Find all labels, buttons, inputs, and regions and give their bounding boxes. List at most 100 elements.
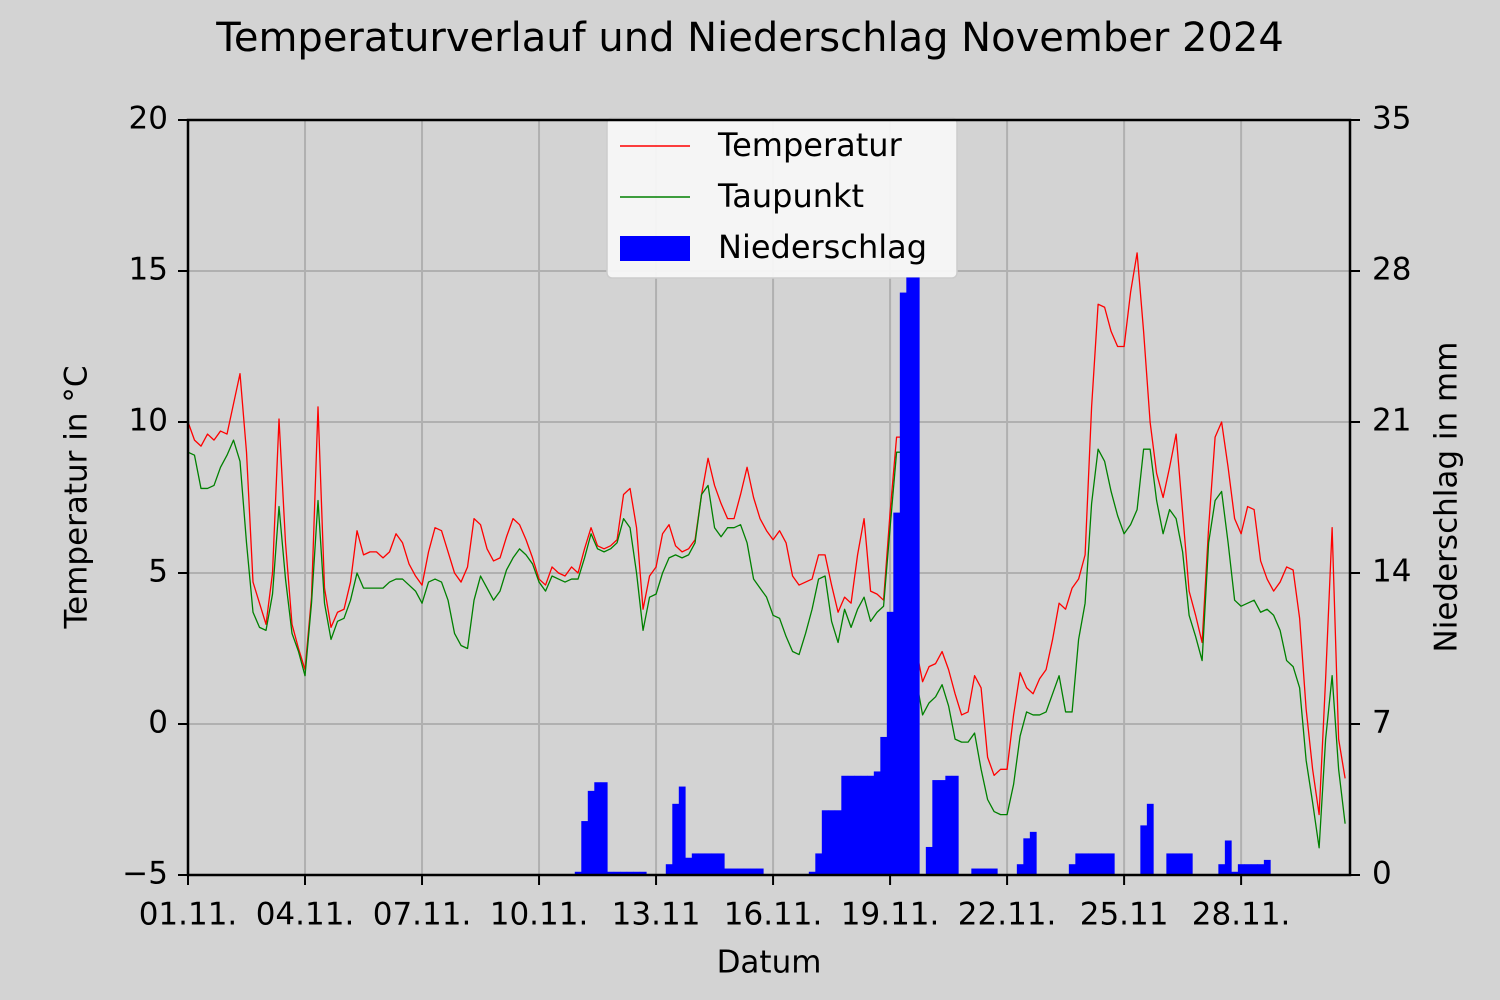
bar xyxy=(626,871,634,875)
x-axis-label: Datum xyxy=(717,945,822,981)
legend-swatch xyxy=(620,236,690,261)
bar xyxy=(828,810,836,875)
bar xyxy=(893,512,901,875)
bar xyxy=(932,780,940,875)
bar xyxy=(1263,859,1271,875)
bar xyxy=(672,803,680,875)
bar xyxy=(594,782,602,875)
bar xyxy=(1081,853,1089,875)
bar xyxy=(1146,803,1154,875)
legend: Temperatur Taupunkt Niederschlag xyxy=(606,117,958,279)
bar xyxy=(854,775,862,875)
bar xyxy=(633,871,641,875)
bar xyxy=(873,771,881,875)
x-tick-label: 13.11 xyxy=(612,897,701,933)
bar xyxy=(1257,864,1265,875)
bar xyxy=(737,868,745,875)
bar xyxy=(1185,853,1193,875)
x-tick-label: 28.11. xyxy=(1192,897,1291,933)
bar xyxy=(1166,853,1174,875)
bar xyxy=(678,786,686,875)
bar xyxy=(1237,864,1245,875)
bar xyxy=(808,871,816,875)
bar xyxy=(613,871,621,875)
bar xyxy=(841,775,849,875)
bar xyxy=(639,871,647,875)
lines xyxy=(187,252,1346,849)
bar xyxy=(665,864,673,875)
bar xyxy=(899,292,907,876)
bar xyxy=(1029,831,1037,875)
bar xyxy=(1107,853,1115,875)
bar xyxy=(607,871,615,875)
axes: 01.11. 04.11. 07.11. 10.11. 13.11 16.11. 19.11… xyxy=(122,101,1411,933)
y2-tick-label: 0 xyxy=(1372,856,1392,892)
plot-frame xyxy=(186,118,1352,877)
bar xyxy=(711,853,719,875)
bar xyxy=(750,868,758,875)
bar xyxy=(847,775,855,875)
bar xyxy=(1244,864,1252,875)
x-tick-label: 01.11. xyxy=(139,897,238,933)
y2-tick-label: 7 xyxy=(1372,705,1392,741)
bar xyxy=(581,821,589,875)
chart-title: Temperaturverlauf und Niederschlag Novem… xyxy=(215,15,1284,61)
bar xyxy=(886,611,894,875)
x-tick-label: 10.11. xyxy=(490,897,589,933)
y2-tick-label: 14 xyxy=(1372,554,1411,590)
bar xyxy=(834,810,842,875)
bar xyxy=(821,810,829,875)
bar xyxy=(717,853,725,875)
y-tick-label: 15 xyxy=(129,252,168,288)
bar xyxy=(1101,853,1109,875)
bar xyxy=(984,868,992,875)
x-tick-label: 25.11 xyxy=(1080,897,1169,933)
y2-axis-label: Niederschlag in mm xyxy=(1429,342,1465,653)
bar xyxy=(1179,853,1187,875)
bar xyxy=(815,853,823,875)
bar xyxy=(1075,853,1083,875)
bar xyxy=(867,775,875,875)
bar xyxy=(1023,838,1031,875)
y2-tick-label: 28 xyxy=(1372,252,1411,288)
bar xyxy=(1231,871,1239,875)
bar xyxy=(1172,853,1180,875)
bar xyxy=(691,853,699,875)
bar xyxy=(1250,864,1258,875)
legend-label: Temperatur xyxy=(717,126,903,164)
bar xyxy=(704,853,712,875)
bar xyxy=(938,780,946,875)
series-line xyxy=(187,252,1346,816)
bar xyxy=(951,775,959,875)
bar xyxy=(600,782,608,875)
bar xyxy=(587,790,595,875)
x-tick-label: 22.11. xyxy=(958,897,1057,933)
bar xyxy=(977,868,985,875)
y-tick-label: 0 xyxy=(148,705,168,741)
bar xyxy=(698,853,706,875)
bar xyxy=(860,775,868,875)
bar xyxy=(730,868,738,875)
y-tick-label: 10 xyxy=(129,403,168,439)
bar xyxy=(906,277,914,875)
bars xyxy=(574,277,1271,876)
bar xyxy=(925,846,933,875)
bar xyxy=(724,868,732,875)
legend-box xyxy=(606,117,958,279)
bar xyxy=(1140,825,1148,875)
bar xyxy=(574,871,582,875)
bar xyxy=(620,871,628,875)
bar xyxy=(971,868,979,875)
bar xyxy=(990,868,998,875)
bar xyxy=(743,868,751,875)
legend-label: Niederschlag xyxy=(718,228,927,266)
y-tick-label: 20 xyxy=(129,101,168,137)
bar xyxy=(1218,864,1226,875)
x-tick-label: 19.11. xyxy=(841,897,940,933)
x-tick-label: 07.11. xyxy=(373,897,472,933)
y-tick-label: 5 xyxy=(148,554,168,590)
bar xyxy=(685,857,693,875)
bar xyxy=(1016,864,1024,875)
